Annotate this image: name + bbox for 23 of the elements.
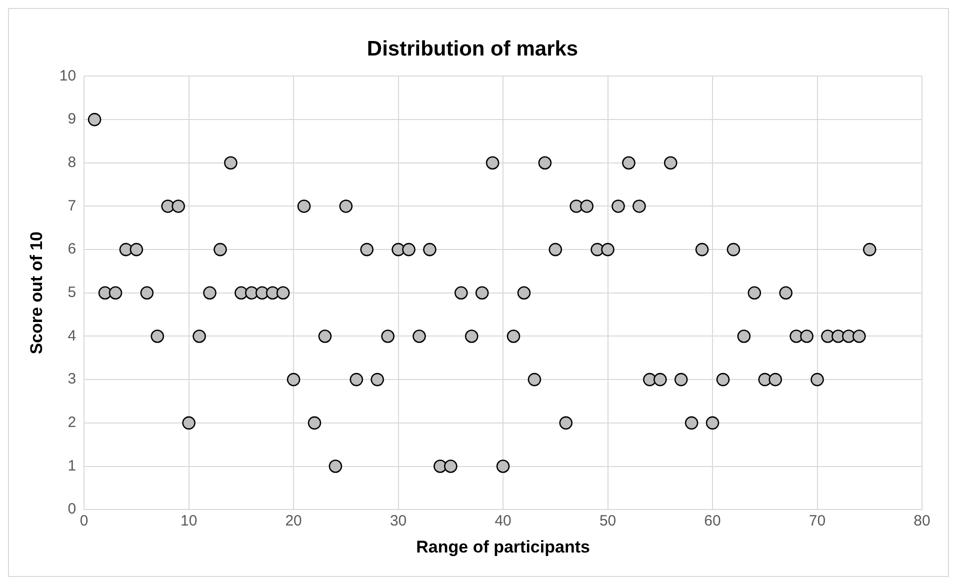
x-tick-label: 60 — [704, 512, 721, 530]
x-tick-label: 50 — [599, 512, 616, 530]
x-tick-label: 40 — [494, 512, 512, 530]
y-tick-label: 5 — [68, 284, 76, 302]
y-tick-label: 1 — [68, 457, 76, 474]
x-tick-label: 30 — [390, 512, 407, 530]
y-tick-label: 9 — [68, 110, 76, 128]
x-tick-label: 20 — [285, 512, 302, 530]
y-axis-title: Score out of 10 — [26, 231, 46, 354]
x-tick-label: 80 — [914, 512, 930, 530]
y-tick-label: 2 — [68, 414, 76, 432]
chart-title: Distribution of marks — [366, 37, 578, 60]
x-tick-label: 0 — [80, 512, 88, 530]
x-tick-label: 70 — [808, 512, 826, 530]
y-tick-label: 3 — [68, 370, 76, 388]
y-tick-label: 6 — [68, 240, 76, 258]
x-tick-label: 10 — [180, 512, 198, 530]
y-tick-label: 8 — [68, 154, 76, 172]
x-axis-title: Range of participants — [416, 537, 590, 556]
y-tick-label: 4 — [68, 327, 76, 344]
y-tick-label: 7 — [68, 197, 76, 214]
y-tick-label: 0 — [68, 500, 76, 518]
y-tick-label: 10 — [59, 67, 76, 84]
